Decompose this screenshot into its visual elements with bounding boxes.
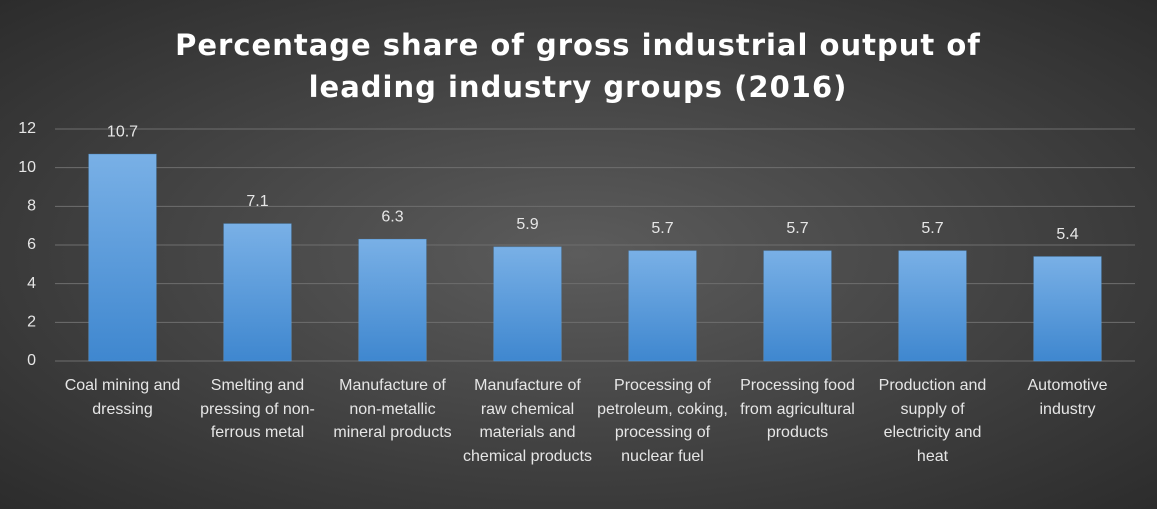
chart-title: Percentage share of gross industrial out… xyxy=(175,28,981,104)
y-tick-label: 10 xyxy=(18,159,36,176)
value-label: 5.7 xyxy=(786,220,808,237)
x-tick-label: Manufacture of non-metallic mineral prod… xyxy=(333,377,452,441)
x-tick-label: Manufacture of raw chemical materials an… xyxy=(463,377,592,465)
y-tick-label: 2 xyxy=(27,314,36,331)
bar xyxy=(493,246,562,362)
y-tick-label: 12 xyxy=(18,120,36,137)
bar xyxy=(898,250,967,362)
value-label: 10.7 xyxy=(107,123,138,140)
x-tick-label: Processing of petroleum, coking, process… xyxy=(597,377,728,465)
value-label: 7.1 xyxy=(246,193,268,210)
x-tick-label: Processing food from agricultural produc… xyxy=(740,377,855,441)
y-tick-label: 6 xyxy=(27,236,36,253)
value-label: 5.7 xyxy=(921,220,943,237)
x-tick-label: Automotive industry xyxy=(1027,377,1108,418)
bar xyxy=(1033,256,1102,362)
x-tick-label: Coal mining and dressing xyxy=(64,377,181,418)
bar xyxy=(628,250,697,362)
bar xyxy=(223,223,292,362)
value-label: 5.4 xyxy=(1056,226,1078,243)
value-label: 6.3 xyxy=(381,208,403,225)
bar xyxy=(763,250,832,362)
bar xyxy=(358,238,427,362)
y-tick-label: 4 xyxy=(27,275,36,292)
x-tick-label: Smelting and pressing of non-ferrous met… xyxy=(200,377,315,441)
y-tick-label: 0 xyxy=(27,352,36,369)
y-tick-label: 8 xyxy=(27,198,36,215)
bar xyxy=(88,153,157,362)
x-tick-label: Production and supply of electricity and… xyxy=(878,377,987,465)
value-label: 5.7 xyxy=(651,220,673,237)
value-label: 5.9 xyxy=(516,216,538,233)
